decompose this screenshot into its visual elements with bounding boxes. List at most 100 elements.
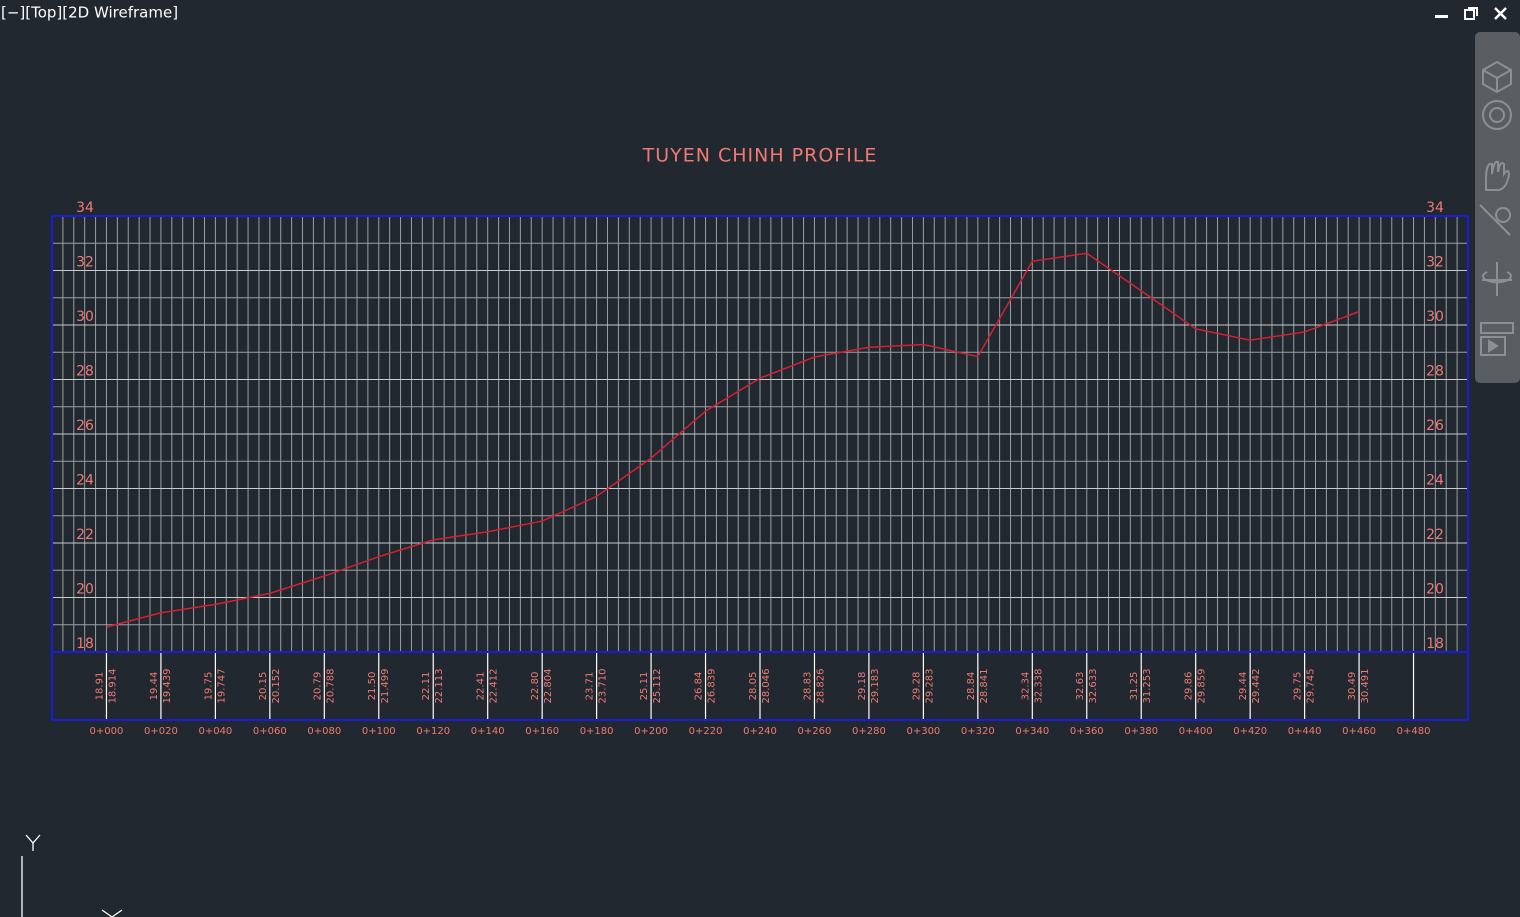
x-tick-label: 0+080 bbox=[307, 726, 341, 737]
value-label: 30.49 bbox=[1347, 672, 1358, 701]
x-tick-label: 0+020 bbox=[144, 726, 178, 737]
x-tick-label: 0+320 bbox=[961, 726, 995, 737]
value-label: 31.25 bbox=[1129, 672, 1140, 701]
x-tick-label: 0+340 bbox=[1015, 726, 1049, 737]
x-tick-label: 0+000 bbox=[90, 726, 124, 737]
value-label: 28.84 bbox=[966, 672, 977, 701]
y-tick-label: 34 bbox=[76, 200, 94, 216]
ucs-icon bbox=[21, 834, 123, 917]
x-tick-label: 0+100 bbox=[362, 726, 396, 737]
showmotion-icon[interactable] bbox=[1480, 322, 1514, 334]
elevation-label: 22.113 bbox=[434, 669, 445, 704]
y2-tick-label: 24 bbox=[1426, 473, 1444, 489]
elevation-label: 23.710 bbox=[598, 669, 609, 704]
elevation-label: 28.826 bbox=[815, 669, 826, 704]
y2-tick-label: 20 bbox=[1426, 582, 1444, 598]
value-label: 18.91 bbox=[94, 672, 105, 701]
x-tick-label: 0+420 bbox=[1233, 726, 1267, 737]
x-tick-label: 0+240 bbox=[743, 726, 777, 737]
window-controls bbox=[1435, 7, 1507, 20]
x-tick-label: 0+460 bbox=[1342, 726, 1376, 737]
minimize-button[interactable] bbox=[1435, 15, 1448, 18]
viewcube-icon[interactable] bbox=[1482, 60, 1512, 94]
navigation-bar bbox=[1475, 32, 1520, 383]
y2-tick-label: 30 bbox=[1426, 309, 1444, 325]
y2-tick-label: 26 bbox=[1426, 418, 1444, 434]
viewport-label[interactable]: [−][Top][2D Wireframe] bbox=[1, 4, 178, 22]
elevation-label: 28.046 bbox=[761, 669, 772, 704]
x-tick-label: 0+280 bbox=[852, 726, 886, 737]
elevation-label: 29.442 bbox=[1251, 669, 1262, 704]
elevation-label: 18.914 bbox=[107, 669, 118, 704]
value-label: 22.80 bbox=[530, 672, 541, 701]
elevation-label: 32.633 bbox=[1088, 669, 1099, 704]
x-tick-label: 0+380 bbox=[1124, 726, 1158, 737]
x-tick-label: 0+300 bbox=[906, 726, 940, 737]
value-label: 28.05 bbox=[748, 672, 759, 701]
x-tick-label: 0+040 bbox=[198, 726, 232, 737]
zoom-icon[interactable] bbox=[1479, 204, 1512, 236]
showmotion-play[interactable] bbox=[1480, 336, 1506, 356]
elevation-label: 31.253 bbox=[1142, 669, 1153, 704]
elevation-label: 19.747 bbox=[216, 669, 227, 704]
x-tick-label: 0+220 bbox=[689, 726, 723, 737]
value-label: 22.41 bbox=[476, 672, 487, 701]
steering-wheel-icon[interactable] bbox=[1482, 100, 1512, 130]
x-tick-label: 0+140 bbox=[471, 726, 505, 737]
value-label: 29.44 bbox=[1238, 672, 1249, 701]
x-tick-label: 0+440 bbox=[1288, 726, 1322, 737]
y-tick-label: 18 bbox=[76, 636, 94, 652]
x-tick-label: 0+480 bbox=[1397, 726, 1431, 737]
pan-icon[interactable] bbox=[1485, 160, 1511, 192]
value-label: 23.71 bbox=[585, 672, 596, 701]
elevation-label: 20.788 bbox=[325, 669, 336, 704]
value-label: 19.44 bbox=[149, 672, 160, 701]
y2-tick-label: 22 bbox=[1426, 527, 1444, 543]
x-tick-label: 0+120 bbox=[416, 726, 450, 737]
y2-tick-label: 34 bbox=[1426, 200, 1444, 216]
nav-bar-panel bbox=[1475, 32, 1520, 383]
elevation-label: 29.859 bbox=[1197, 669, 1208, 704]
y-tick-label: 22 bbox=[76, 527, 94, 543]
elevation-label: 29.283 bbox=[924, 669, 935, 704]
y-tick-label: 32 bbox=[76, 255, 94, 271]
profile-chart: 18 18 20 20 22 22 24 24 26 26 28 28 30 30 32 32 34 34 0+00… bbox=[51, 200, 1469, 737]
y2-tick-label: 32 bbox=[1426, 255, 1444, 271]
value-label: 28.83 bbox=[802, 672, 813, 701]
chart-frame bbox=[51, 215, 1469, 721]
y-tick-label: 28 bbox=[76, 364, 94, 380]
x-tick-label: 0+060 bbox=[253, 726, 287, 737]
value-label: 29.75 bbox=[1293, 672, 1304, 701]
value-label: 21.50 bbox=[367, 672, 378, 701]
x-tick-label: 0+180 bbox=[580, 726, 614, 737]
value-label: 22.11 bbox=[421, 672, 432, 701]
value-label: 29.28 bbox=[911, 672, 922, 701]
value-label: 25.11 bbox=[639, 672, 650, 701]
close-button[interactable] bbox=[1494, 7, 1507, 20]
profile-line bbox=[106, 252, 1360, 628]
elevation-label: 22.412 bbox=[489, 669, 500, 704]
x-tick-label: 0+260 bbox=[798, 726, 832, 737]
orbit-icon[interactable] bbox=[1482, 262, 1512, 296]
value-label: 29.86 bbox=[1184, 672, 1195, 701]
value-label: 26.84 bbox=[694, 672, 705, 701]
value-label: 20.15 bbox=[258, 672, 269, 701]
y2-tick-label: 18 bbox=[1426, 636, 1444, 652]
elevation-label: 26.839 bbox=[707, 669, 718, 704]
value-label: 32.63 bbox=[1075, 672, 1086, 701]
value-label: 19.75 bbox=[203, 672, 214, 701]
y-tick-label: 26 bbox=[76, 418, 94, 434]
chart-title: TUYEN CHINH PROFILE bbox=[642, 145, 878, 167]
elevation-label: 21.499 bbox=[380, 669, 391, 704]
x-tick-label: 0+400 bbox=[1179, 726, 1213, 737]
y-tick-label: 30 bbox=[76, 309, 94, 325]
elevation-label: 30.491 bbox=[1360, 669, 1371, 704]
x-tick-label: 0+200 bbox=[634, 726, 668, 737]
elevation-label: 29.183 bbox=[870, 669, 881, 704]
elevation-label: 25.112 bbox=[652, 669, 663, 704]
restore-button[interactable] bbox=[1464, 7, 1478, 20]
y2-tick-label: 28 bbox=[1426, 364, 1444, 380]
value-label: 20.79 bbox=[312, 672, 323, 701]
